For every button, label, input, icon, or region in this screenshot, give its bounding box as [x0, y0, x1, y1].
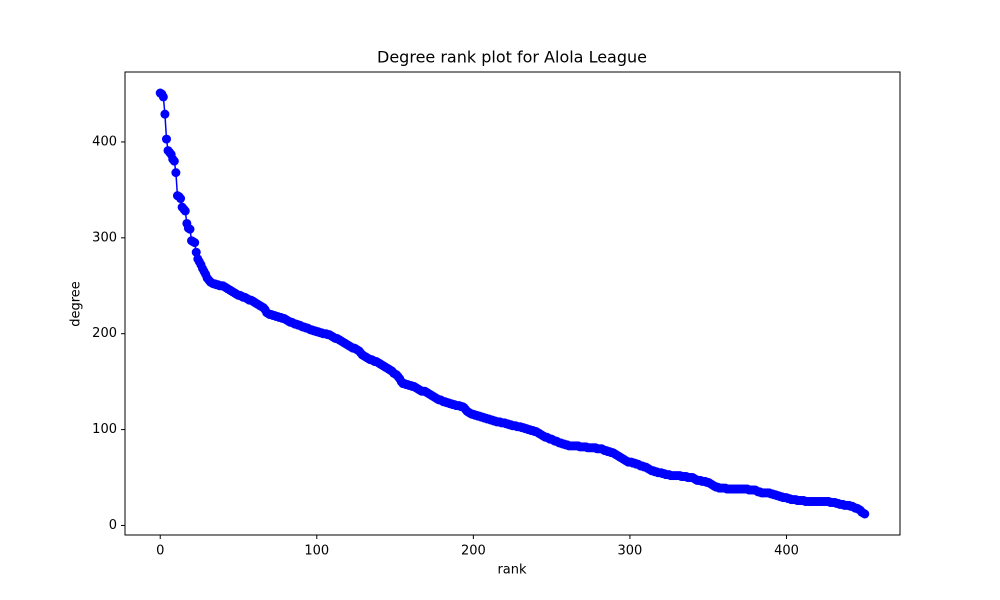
marker	[171, 168, 181, 178]
x-tick-label: 100	[304, 544, 329, 559]
y-tick-label: 200	[92, 326, 117, 341]
y-tick-label: 300	[92, 230, 117, 245]
marker	[169, 156, 179, 166]
y-tick-label: 100	[92, 422, 117, 437]
y-axis-label: degree	[69, 281, 84, 327]
x-tick-label: 300	[618, 544, 643, 559]
marker	[191, 247, 201, 257]
x-axis-label: rank	[497, 563, 527, 578]
marker	[161, 134, 171, 144]
marker	[190, 238, 200, 248]
y-tick-label: 400	[92, 134, 117, 149]
x-tick-label: 400	[774, 544, 799, 559]
marker	[176, 194, 186, 204]
marker	[860, 509, 870, 519]
marker	[160, 109, 170, 119]
y-tick-label: 0	[109, 518, 117, 533]
marker	[180, 206, 190, 216]
marker	[185, 224, 195, 234]
x-tick-label: 200	[461, 544, 486, 559]
marker	[158, 92, 168, 102]
x-tick-label: 0	[156, 544, 164, 559]
plot-frame	[124, 71, 901, 536]
chart-title: Degree rank plot for Alola League	[377, 48, 647, 67]
